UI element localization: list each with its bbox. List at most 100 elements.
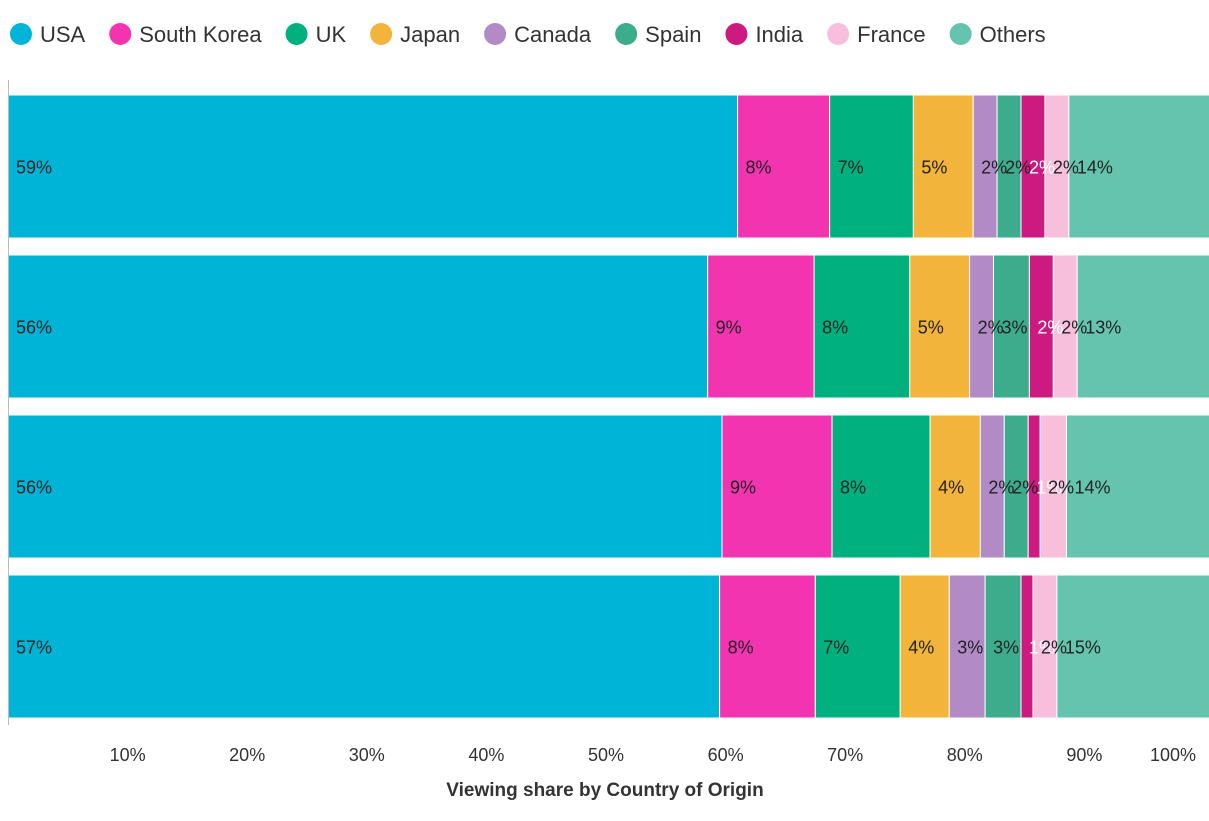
x-axis-title: Viewing share by Country of Origin	[446, 780, 763, 801]
data-label: 1%	[1036, 478, 1062, 498]
data-label: 2%	[978, 318, 1004, 338]
legend-label: USA	[40, 22, 86, 47]
x-tick-label: 40%	[468, 745, 504, 765]
bar-segment-uk[interactable]	[831, 414, 931, 559]
legend-swatch	[949, 23, 972, 45]
bar-segment-others[interactable]	[1076, 254, 1209, 399]
legend-label: Others	[980, 22, 1046, 47]
bar-segment-canada[interactable]	[948, 574, 986, 719]
data-label: 13%	[1085, 318, 1121, 338]
legend-item-others[interactable]: Others	[949, 22, 1046, 47]
data-label: 7%	[823, 638, 849, 658]
data-label: 3%	[1002, 318, 1028, 338]
legend-item-spain[interactable]: Spain	[615, 22, 701, 47]
legend-swatch	[615, 23, 638, 45]
bar-segment-uk[interactable]	[813, 254, 911, 399]
data-label: 14%	[1074, 478, 1110, 498]
data-label: 56%	[16, 478, 52, 498]
data-label: 1%	[1029, 638, 1055, 658]
legend-label: Canada	[514, 22, 592, 47]
bar-row-3: 56% 9% 8% 4% 2%2%1%2% 14%	[7, 414, 1209, 559]
legend-label: France	[857, 22, 925, 47]
bar-segment-usa[interactable]	[7, 254, 709, 399]
legend-label: UK	[316, 22, 347, 47]
legend-item-canada[interactable]: Canada	[484, 22, 592, 47]
data-label: 5%	[918, 318, 944, 338]
legend: USA South Korea UK Japan Canada Spain India Fra…	[10, 22, 1046, 47]
legend-swatch	[10, 23, 32, 45]
data-label: 9%	[716, 318, 742, 338]
data-label: 2%	[1061, 318, 1087, 338]
legend-swatch	[827, 23, 850, 45]
x-tick-label: 90%	[1066, 745, 1102, 765]
legend-swatch	[285, 23, 308, 45]
bar-segment-south-korea[interactable]	[721, 414, 833, 559]
bars: 59% 8% 7% 5% 2%2%2%2%14%56% 9% 8% 5% 2%3% 2%2%13%…	[7, 94, 1209, 719]
legend-swatch	[109, 23, 132, 45]
bar-segment-uk[interactable]	[814, 574, 901, 719]
x-tick-label: 100%	[1150, 745, 1196, 765]
legend-label: India	[755, 22, 803, 47]
legend-label: Spain	[645, 22, 701, 47]
bar-segment-uk[interactable]	[829, 94, 914, 239]
data-label: 2%	[1012, 478, 1038, 498]
data-label: 2%	[1037, 318, 1063, 338]
legend-swatch	[725, 23, 748, 45]
data-label: 14%	[1077, 158, 1113, 178]
data-label: 15%	[1065, 638, 1101, 658]
data-label: 8%	[840, 478, 866, 498]
bar-segment-south-korea[interactable]	[719, 574, 816, 719]
bar-segment-spain[interactable]	[993, 254, 1030, 399]
bar-segment-south-korea[interactable]	[707, 254, 815, 399]
bar-segment-japan[interactable]	[909, 254, 971, 399]
data-label: 2%	[1005, 158, 1031, 178]
bar-segment-usa[interactable]	[7, 94, 739, 239]
legend-swatch	[370, 23, 393, 45]
bar-segment-others[interactable]	[1068, 94, 1209, 239]
bar-row-4: 57% 8% 7% 4% 3% 3% 1%2%15%	[7, 574, 1209, 719]
data-label: 5%	[921, 158, 947, 178]
bar-segment-others[interactable]	[1065, 414, 1209, 559]
data-label: 7%	[838, 158, 864, 178]
data-label: 3%	[993, 638, 1019, 658]
bar-segment-usa[interactable]	[7, 574, 721, 719]
data-label: 56%	[16, 318, 52, 338]
legend-swatch	[484, 23, 507, 45]
data-label: 2%	[988, 478, 1014, 498]
data-label: 4%	[938, 478, 964, 498]
x-tick-label: 20%	[229, 745, 265, 765]
x-tick-label: 70%	[827, 745, 863, 765]
data-label: 2%	[1048, 478, 1074, 498]
legend-label: Japan	[400, 22, 460, 47]
bar-segment-japan[interactable]	[929, 414, 981, 559]
data-label: 8%	[746, 158, 772, 178]
bar-segment-usa[interactable]	[7, 414, 723, 559]
data-label: 2%	[1053, 158, 1079, 178]
data-label: 8%	[728, 638, 754, 658]
legend-item-france[interactable]: France	[827, 22, 926, 47]
bar-segment-south-korea[interactable]	[737, 94, 831, 239]
x-tick-label: 60%	[708, 745, 744, 765]
bar-row-2: 56% 9% 8% 5% 2%3% 2%2%13%	[7, 254, 1209, 399]
x-tick-label: 50%	[588, 745, 624, 765]
x-tick-label: 80%	[947, 745, 983, 765]
x-tick-label: 10%	[110, 745, 146, 765]
bar-row-1: 59% 8% 7% 5% 2%2%2%2%14%	[7, 94, 1209, 239]
bar-segment-others[interactable]	[1056, 574, 1209, 719]
data-label: 59%	[16, 158, 52, 178]
data-label: 2%	[1041, 638, 1067, 658]
legend-item-japan[interactable]: Japan	[370, 22, 460, 47]
legend-item-india[interactable]: India	[725, 22, 804, 47]
legend-item-uk[interactable]: UK	[285, 22, 347, 47]
bar-segment-japan[interactable]	[899, 574, 950, 719]
data-label: 2%	[981, 158, 1007, 178]
x-axis: 10% 20% 30% 40% 50% 60% 70% 80% 90% 100%	[8, 80, 1196, 765]
bar-segment-japan[interactable]	[912, 94, 974, 239]
legend-label: South Korea	[139, 22, 262, 47]
data-label: 57%	[16, 638, 52, 658]
data-label: 4%	[908, 638, 934, 658]
x-tick-label: 30%	[349, 745, 385, 765]
legend-item-south-korea[interactable]: South Korea	[109, 22, 262, 47]
legend-item-usa[interactable]: USA	[10, 22, 86, 47]
